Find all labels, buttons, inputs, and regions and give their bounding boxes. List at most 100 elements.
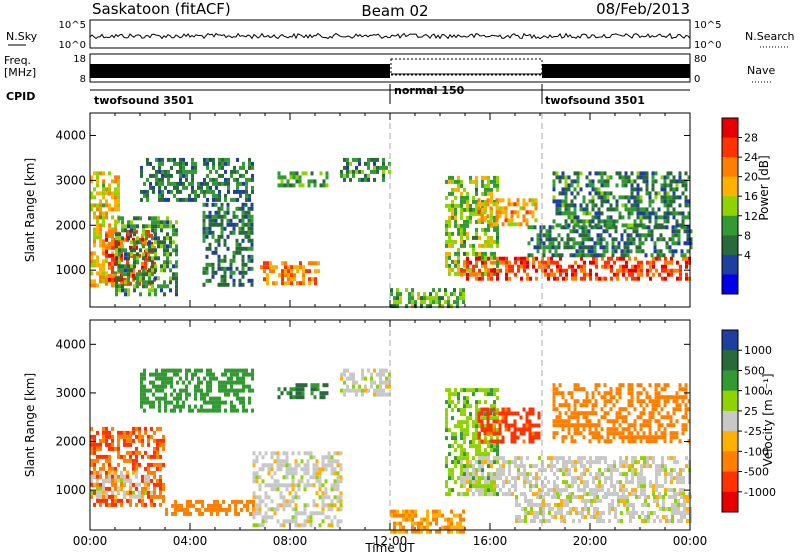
data-cell <box>547 272 550 277</box>
data-cell <box>200 392 203 397</box>
data-cell <box>582 219 586 224</box>
data-cell <box>423 525 426 530</box>
data-cell <box>454 215 457 220</box>
data-cell <box>321 483 325 488</box>
data-cell <box>603 195 607 200</box>
data-cell <box>217 266 221 271</box>
data-cell <box>238 242 242 247</box>
data-cell <box>539 229 543 234</box>
data-cell <box>218 396 221 401</box>
data-cell <box>108 183 111 188</box>
data-cell <box>559 488 562 493</box>
data-cell <box>164 169 167 174</box>
data-cell <box>276 467 280 472</box>
data-cell <box>93 195 96 200</box>
data-cell <box>630 423 634 428</box>
data-cell <box>576 427 580 432</box>
data-cell <box>164 197 167 202</box>
data-cell <box>206 368 209 373</box>
data-cell <box>153 454 156 459</box>
data-cell <box>147 462 150 467</box>
data-cell <box>355 157 358 162</box>
data-cell <box>244 222 248 227</box>
data-cell <box>481 276 484 281</box>
data-cell <box>247 266 251 271</box>
data-cell <box>591 215 595 220</box>
data-cell <box>627 403 631 408</box>
data-cell <box>610 484 613 489</box>
data-cell <box>99 223 102 228</box>
data-cell <box>523 476 526 481</box>
data-cell <box>250 214 254 219</box>
data-cell <box>493 492 496 497</box>
data-cell <box>591 179 595 184</box>
data-cell <box>598 472 601 477</box>
data-cell <box>105 249 108 254</box>
data-cell <box>373 157 376 162</box>
data-cell <box>460 215 463 220</box>
data-cell <box>132 269 135 274</box>
data-cell <box>573 427 577 432</box>
data-cell <box>186 511 189 516</box>
data-cell <box>477 431 481 436</box>
data-cell <box>129 450 132 455</box>
data-cell <box>117 450 120 455</box>
data-cell <box>330 459 334 464</box>
data-cell <box>651 199 655 204</box>
data-cell <box>593 511 596 515</box>
freq-unit-label: [MHz] <box>4 66 36 79</box>
data-cell <box>346 169 349 174</box>
data-cell <box>454 436 457 441</box>
data-cell <box>618 211 622 216</box>
data-cell <box>236 185 239 190</box>
data-cell <box>115 240 118 245</box>
data-cell <box>214 222 218 227</box>
data-cell <box>420 529 423 534</box>
data-cell <box>592 492 595 497</box>
data-cell <box>571 464 574 469</box>
data-cell <box>563 241 567 246</box>
data-cell <box>218 388 221 393</box>
data-cell <box>297 523 301 528</box>
data-cell <box>557 511 560 515</box>
data-cell <box>559 456 562 461</box>
data-cell <box>233 380 236 385</box>
data-cell <box>162 498 165 503</box>
colorbar-swatch <box>722 118 738 139</box>
data-cell <box>280 175 284 180</box>
data-cell <box>515 499 518 503</box>
data-cell <box>603 395 607 400</box>
data-cell <box>651 399 655 404</box>
data-cell <box>570 219 574 224</box>
data-cell <box>614 229 618 234</box>
data-cell <box>559 492 562 497</box>
data-cell <box>666 195 670 200</box>
data-cell <box>456 300 459 305</box>
data-cell <box>639 219 643 224</box>
data-cell <box>451 207 454 212</box>
data-cell <box>319 171 323 176</box>
data-cell <box>681 183 685 188</box>
data-cell <box>417 296 420 301</box>
data-cell <box>445 227 448 232</box>
data-cell <box>293 277 296 282</box>
data-cell <box>308 269 311 274</box>
data-cell <box>639 427 643 432</box>
data-cell <box>346 173 349 178</box>
data-cell <box>90 203 93 208</box>
data-cell <box>475 251 478 256</box>
data-cell <box>672 411 676 416</box>
data-cell <box>517 464 520 469</box>
data-cell <box>173 396 176 401</box>
data-cell <box>472 179 475 184</box>
data-cell <box>448 175 451 180</box>
data-cell <box>143 193 146 198</box>
data-cell <box>179 376 182 381</box>
data-cell <box>159 426 162 431</box>
data-cell <box>93 450 96 455</box>
data-cell <box>164 404 167 409</box>
data-cell <box>496 179 499 184</box>
data-cell <box>115 232 118 237</box>
data-cell <box>279 463 283 468</box>
data-cell <box>212 376 215 381</box>
